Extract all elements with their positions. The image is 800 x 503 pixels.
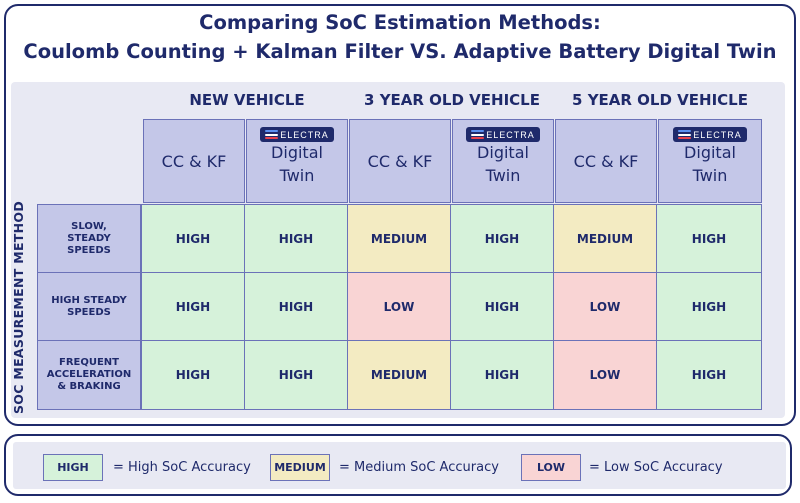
legend-text-medium: = Medium SoC Accuracy <box>339 460 499 475</box>
row-header-slow-steady-speeds: SLOW, STEADY SPEEDS <box>37 204 141 273</box>
row-header-frequent-acceleration-braking: FREQUENT ACCELERATION & BRAKING <box>37 340 141 410</box>
col-header-new-cc-kf: CC & KF <box>143 119 245 203</box>
col-header-label: CC & KF <box>367 151 433 171</box>
side-label-text: SOC MEASUREMENT METHOD <box>10 200 26 415</box>
cell-high: HIGH <box>141 340 245 410</box>
electra-logo: ELECTRA <box>673 127 747 142</box>
legend-chip-high: HIGH <box>43 454 103 481</box>
cell-high: HIGH <box>656 272 762 341</box>
cell-medium: MEDIUM <box>347 340 451 410</box>
brand-name: ELECTRA <box>693 129 742 140</box>
brand-name: ELECTRA <box>280 129 329 140</box>
electra-logo: ELECTRA <box>466 127 540 142</box>
col-header-3yr-cc-kf: CC & KF <box>349 119 451 203</box>
row-header-line-2: SPEEDS <box>67 306 111 318</box>
cell-medium: MEDIUM <box>347 204 451 273</box>
col-header-label-line-1: Digital <box>477 143 529 162</box>
col-header-5yr-digital-twin: ELECTRA Digital Twin <box>658 119 762 203</box>
cell-high: HIGH <box>450 272 554 341</box>
cell-low: LOW <box>347 272 451 341</box>
cell-low: LOW <box>553 272 657 341</box>
brand-name: ELECTRA <box>486 129 535 140</box>
row-header-line-3: & BRAKING <box>57 381 121 392</box>
col-header-label: CC & KF <box>161 151 227 171</box>
cell-high: HIGH <box>450 340 554 410</box>
col-header-label: CC & KF <box>573 151 639 171</box>
col-header-new-digital-twin: ELECTRA Digital Twin <box>246 119 348 203</box>
legend: HIGH = High SoC Accuracy MEDIUM = Medium… <box>4 434 792 496</box>
cell-high: HIGH <box>656 204 762 273</box>
cell-high: HIGH <box>656 340 762 410</box>
row-header-line-1: SLOW, <box>71 220 107 232</box>
legend-chip-medium: MEDIUM <box>270 454 330 481</box>
cell-high: HIGH <box>244 204 348 273</box>
cell-high: HIGH <box>450 204 554 273</box>
cell-high: HIGH <box>141 272 245 341</box>
electra-logo: ELECTRA <box>260 127 334 142</box>
soc-measurement-method-label: SOC MEASUREMENT METHOD <box>8 201 28 414</box>
group-header-5-year-old-vehicle: 5 YEAR OLD VEHICLE <box>572 91 748 109</box>
group-header-new-vehicle: NEW VEHICLE <box>189 91 305 109</box>
row-header-line-1: HIGH STEADY <box>51 294 127 306</box>
legend-text-high: = High SoC Accuracy <box>113 460 251 475</box>
electra-flag-icon <box>678 130 692 139</box>
legend-background: HIGH = High SoC Accuracy MEDIUM = Medium… <box>13 442 786 489</box>
group-header-3-year-old-vehicle: 3 YEAR OLD VEHICLE <box>364 91 540 109</box>
electra-flag-icon <box>265 130 279 139</box>
col-header-label-line-2: Twin <box>692 166 728 185</box>
row-header-line-1: FREQUENT <box>58 357 119 368</box>
row-header-high-steady-speeds: HIGH STEADY SPEEDS <box>37 272 141 341</box>
col-header-label-line-2: Twin <box>485 166 521 185</box>
col-header-label-line-2: Twin <box>279 166 315 185</box>
col-header-5yr-cc-kf: CC & KF <box>555 119 657 203</box>
col-header-3yr-digital-twin: ELECTRA Digital Twin <box>452 119 554 203</box>
title-line-2: Coulomb Counting + Kalman Filter VS. Ada… <box>23 40 777 63</box>
row-header-line-3: SPEEDS <box>67 244 111 256</box>
col-header-label-line-1: Digital <box>271 143 323 162</box>
legend-text-low: = Low SoC Accuracy <box>589 460 723 475</box>
title-line-1: Comparing SoC Estimation Methods: <box>199 11 601 34</box>
col-header-label-line-1: Digital <box>684 143 736 162</box>
cell-high: HIGH <box>141 204 245 273</box>
page-title: Comparing SoC Estimation Methods: Coulom… <box>0 8 800 66</box>
row-header-line-2: ACCELERATION <box>46 369 132 380</box>
cell-high: HIGH <box>244 340 348 410</box>
cell-low: LOW <box>553 340 657 410</box>
cell-medium: MEDIUM <box>553 204 657 273</box>
row-header-line-2: STEADY <box>67 232 111 244</box>
legend-chip-low: LOW <box>521 454 581 481</box>
cell-high: HIGH <box>244 272 348 341</box>
electra-flag-icon <box>471 130 485 139</box>
